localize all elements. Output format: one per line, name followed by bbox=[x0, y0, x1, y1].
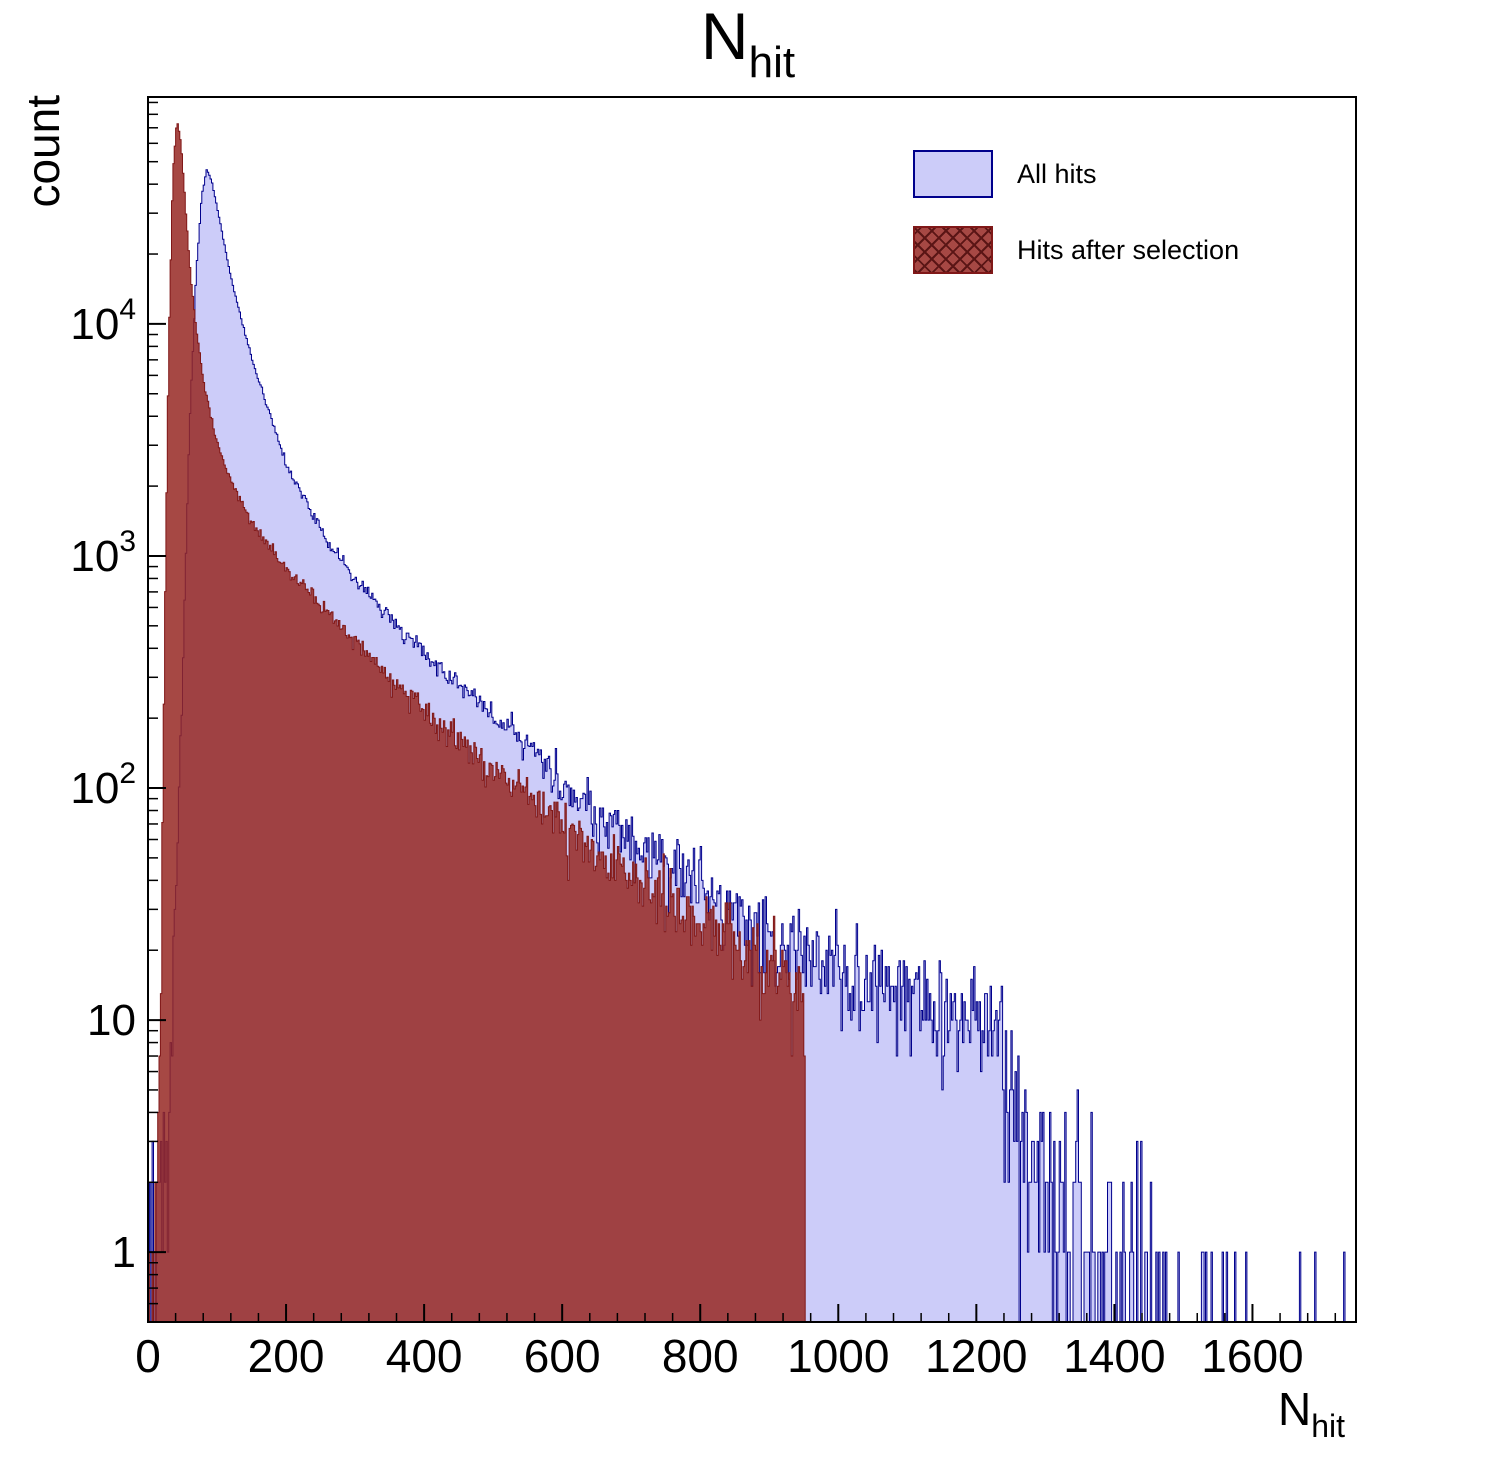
y-axis-title: count bbox=[17, 95, 69, 208]
svg-text:0: 0 bbox=[135, 1330, 161, 1382]
svg-text:400: 400 bbox=[386, 1330, 463, 1382]
svg-text:103: 103 bbox=[70, 525, 136, 581]
chart-title-subscript: hit bbox=[748, 38, 796, 87]
legend-label-hits-after-selection: Hits after selection bbox=[1017, 234, 1240, 265]
legend-swatch-hits-after-selection bbox=[913, 226, 993, 274]
chart-title: Nhit bbox=[0, 0, 1496, 87]
x-axis-title-main: N bbox=[1278, 1383, 1312, 1435]
chart-title-main: N bbox=[700, 0, 749, 73]
legend-item-all-hits: All hits bbox=[913, 150, 1239, 198]
svg-text:104: 104 bbox=[70, 293, 136, 349]
svg-text:102: 102 bbox=[70, 757, 136, 813]
legend-swatch-all-hits bbox=[913, 150, 993, 198]
svg-text:200: 200 bbox=[248, 1330, 325, 1382]
svg-text:1000: 1000 bbox=[787, 1330, 889, 1382]
svg-text:1: 1 bbox=[112, 1228, 136, 1277]
legend: All hits Hits after selection bbox=[913, 150, 1239, 302]
svg-text:10: 10 bbox=[87, 996, 136, 1045]
svg-text:1200: 1200 bbox=[925, 1330, 1027, 1382]
svg-text:1600: 1600 bbox=[1201, 1330, 1303, 1382]
x-axis-title: Nhit bbox=[1278, 1382, 1345, 1445]
x-axis-title-subscript: hit bbox=[1311, 1408, 1346, 1444]
svg-text:1400: 1400 bbox=[1063, 1330, 1165, 1382]
svg-text:600: 600 bbox=[524, 1330, 601, 1382]
legend-item-hits-after-selection: Hits after selection bbox=[913, 226, 1239, 274]
svg-text:800: 800 bbox=[662, 1330, 739, 1382]
legend-label-all-hits: All hits bbox=[1017, 158, 1097, 189]
